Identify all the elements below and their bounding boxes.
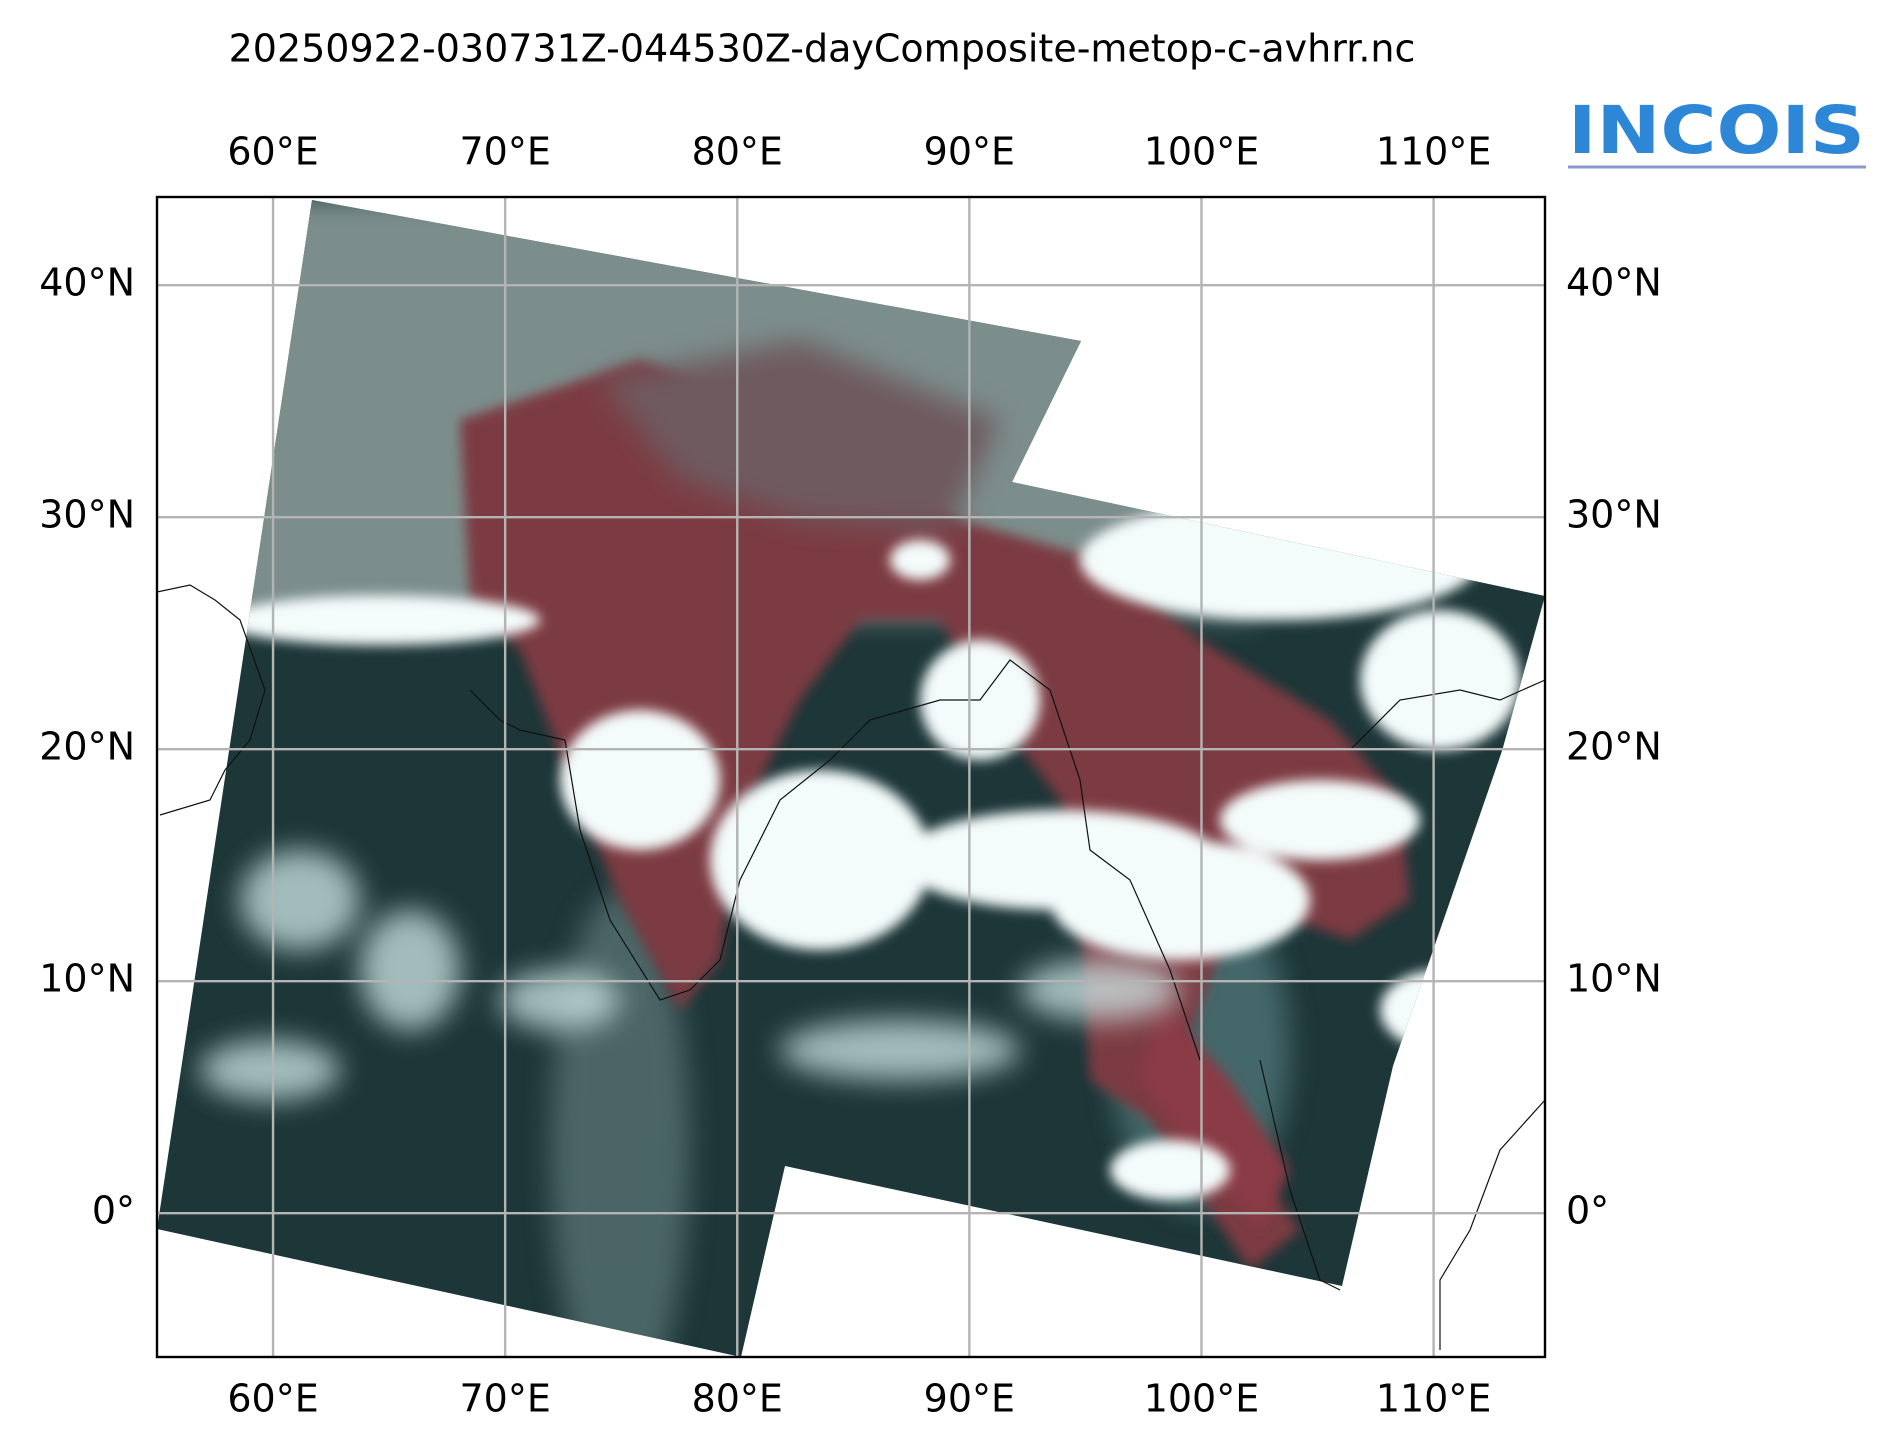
y-tick-label-left: 20°N bbox=[39, 725, 135, 769]
y-tick-label-left: 30°N bbox=[39, 493, 135, 537]
x-tick-label-top: 100°E bbox=[1144, 130, 1260, 174]
x-tick-label-top: 60°E bbox=[227, 130, 318, 174]
map-title: 20250922-030731Z-044530Z-dayComposite-me… bbox=[229, 27, 1416, 71]
x-tick-label-top: 90°E bbox=[924, 130, 1015, 174]
y-tick-label-left: 0° bbox=[92, 1189, 135, 1233]
y-tick-label-right: 10°N bbox=[1566, 957, 1662, 1001]
imagery bbox=[157, 200, 1545, 1357]
y-tick-label-right: 30°N bbox=[1566, 493, 1662, 537]
logo-text: INCOIS bbox=[1568, 92, 1865, 169]
map-frame bbox=[155, 195, 1547, 1359]
graticule bbox=[157, 197, 1545, 1357]
x-tick-label-bottom: 80°E bbox=[692, 1377, 783, 1421]
logo: INCOIS bbox=[1568, 92, 1866, 169]
coastlines bbox=[157, 584, 1545, 1350]
x-tick-label-bottom: 110°E bbox=[1376, 1377, 1492, 1421]
x-tick-label-bottom: 60°E bbox=[227, 1377, 318, 1421]
x-tick-label-top: 80°E bbox=[692, 130, 783, 174]
x-tick-label-bottom: 70°E bbox=[459, 1377, 550, 1421]
y-tick-label-right: 0° bbox=[1566, 1189, 1609, 1233]
x-tick-label-bottom: 90°E bbox=[924, 1377, 1015, 1421]
x-tick-label-top: 70°E bbox=[459, 130, 550, 174]
y-tick-label-right: 20°N bbox=[1566, 725, 1662, 769]
y-tick-label-right: 40°N bbox=[1566, 261, 1662, 305]
y-tick-label-left: 40°N bbox=[39, 261, 135, 305]
y-tick-label-left: 10°N bbox=[39, 957, 135, 1001]
x-tick-label-top: 110°E bbox=[1376, 130, 1492, 174]
tick-labels: 60°E 60°E 70°E 70°E 80°E 80°E 90°E 90°E 100°E 100… bbox=[39, 130, 1662, 1421]
x-tick-label-bottom: 100°E bbox=[1144, 1377, 1260, 1421]
